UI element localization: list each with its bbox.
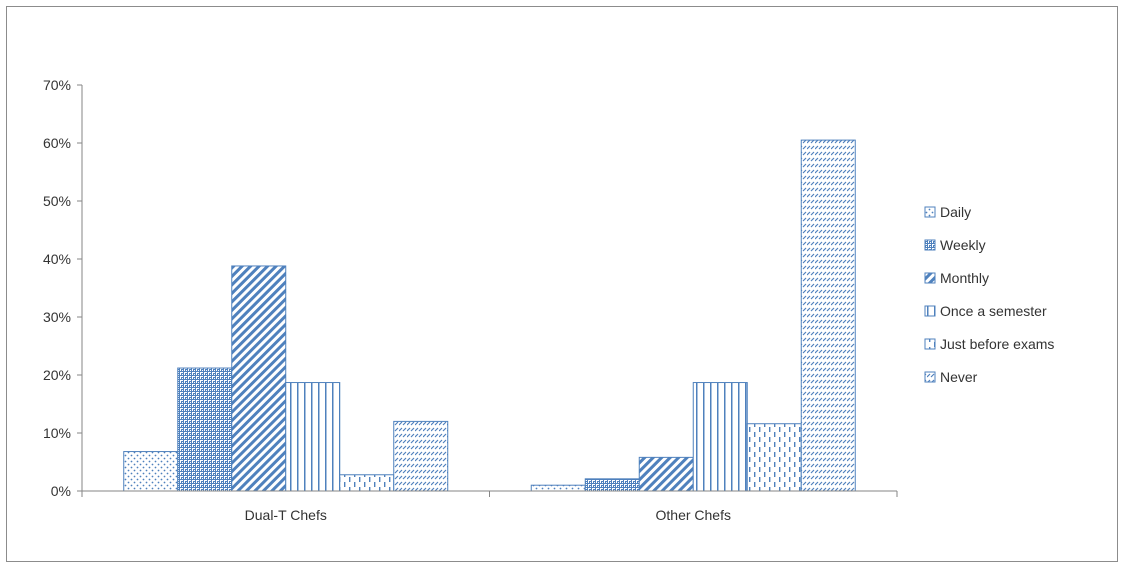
y-tick-label: 40% [43, 251, 71, 267]
chart-frame: 0% 10% 20% 30% 40% 50% 60% 70% Dual-T Chefs Othe… [6, 6, 1118, 562]
y-tick-label: 50% [43, 193, 71, 209]
bar [393, 420, 449, 492]
bar [800, 139, 856, 492]
legend: Daily Weekly Monthly Once a semester Just be… [924, 204, 1054, 385]
y-tick-label: 30% [43, 309, 71, 325]
y-tick-label: 60% [43, 135, 71, 151]
bar [638, 456, 694, 492]
legend-swatch [924, 305, 936, 317]
legend-label: Weekly [940, 237, 986, 253]
legend-label: Just before exams [940, 336, 1054, 352]
bar [285, 382, 341, 492]
legend-label: Daily [940, 204, 971, 220]
x-axis-labels: Dual-T Chefs Other Chefs [245, 507, 731, 523]
bars [123, 139, 856, 492]
legend-swatch [924, 239, 936, 251]
y-tick-label: 20% [43, 367, 71, 383]
bar [692, 382, 748, 492]
legend-swatch [924, 206, 936, 218]
bar [746, 423, 802, 492]
x-category-label: Dual-T Chefs [245, 507, 327, 523]
legend-label: Never [940, 369, 978, 385]
legend-label: Monthly [940, 270, 989, 286]
bar [584, 478, 640, 492]
bar [123, 451, 179, 492]
legend-swatch [924, 338, 936, 350]
y-tick-label: 0% [51, 483, 71, 499]
y-tick-label: 10% [43, 425, 71, 441]
axes [77, 84, 898, 497]
y-axis-labels: 0% 10% 20% 30% 40% 50% 60% 70% [43, 77, 71, 499]
legend-swatch [924, 371, 936, 383]
bar [231, 265, 287, 492]
x-category-label: Other Chefs [656, 507, 731, 523]
legend-label: Once a semester [940, 303, 1047, 319]
y-tick-label: 70% [43, 77, 71, 93]
legend-swatch [924, 272, 936, 284]
bar [339, 474, 395, 492]
bar [530, 484, 586, 492]
bar-chart: 0% 10% 20% 30% 40% 50% 60% 70% Dual-T Chefs Othe… [43, 77, 1054, 523]
bar [177, 367, 233, 492]
